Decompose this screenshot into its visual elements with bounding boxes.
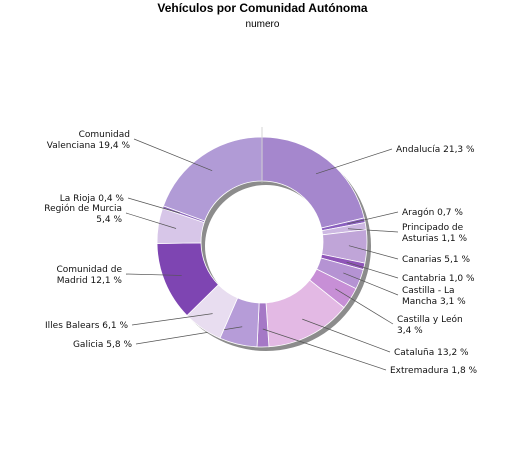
slice-label: Comunidad Valenciana 19,4 %	[47, 130, 131, 151]
slice-label: Cantabria 1,0 %	[402, 274, 475, 284]
slice-label: Región de Murcia 5,4 %	[44, 203, 122, 225]
leader-line	[343, 272, 399, 296]
leader-line	[302, 318, 391, 353]
leader-line	[133, 138, 213, 172]
slice-label: Castilla y León 3,4 %	[397, 314, 463, 336]
leader-line	[131, 313, 213, 326]
slice-label: La Rioja 0,4 %	[60, 194, 125, 204]
slice-label: Illes Balears 6,1 %	[45, 321, 128, 331]
leader-line	[127, 197, 181, 214]
pie-slice	[261, 136, 365, 229]
leader-line	[315, 148, 393, 175]
leader-line	[346, 261, 399, 279]
leader-line	[125, 212, 177, 229]
slice-label: Andalucía 21,3 %	[396, 145, 475, 155]
slice-label: Extremadura 1,8 %	[390, 366, 478, 376]
chart-title: Vehículos por Comunidad Autónoma	[157, 1, 368, 15]
slice-label: Aragón 0,7 %	[402, 207, 463, 218]
slice-label: Cataluña 13,2 %	[394, 348, 469, 358]
leader-line	[262, 328, 387, 371]
leader-line	[125, 273, 182, 276]
leader-line	[347, 228, 399, 233]
slice-label: Comunidad de Madrid 12,1 %	[56, 265, 122, 286]
slice-label: Galicia 5,8 %	[73, 340, 132, 350]
leader-line	[135, 326, 243, 345]
leader-line	[335, 288, 394, 325]
leader-line	[348, 245, 399, 260]
slice-label: Principado de Asturias 1,1 %	[402, 223, 468, 244]
slice-label: Castilla - La Mancha 3,1 %	[402, 286, 466, 307]
chart-subtitle: numero	[245, 19, 280, 30]
leader-line	[347, 211, 399, 225]
slice-label: Canarias 5,1 %	[402, 255, 470, 265]
